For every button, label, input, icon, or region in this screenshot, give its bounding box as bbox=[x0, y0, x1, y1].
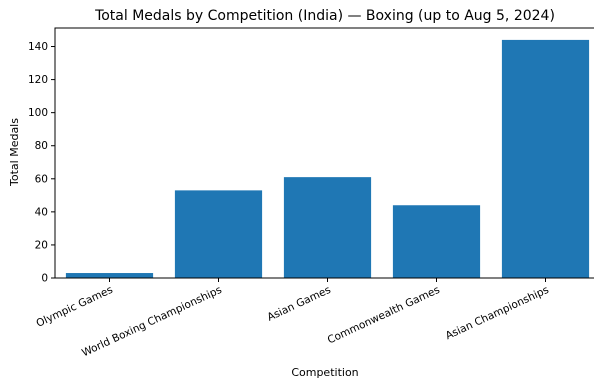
y-tick-label: 120 bbox=[28, 74, 48, 86]
bar bbox=[501, 39, 590, 279]
x-axis-label: Competition bbox=[291, 366, 358, 379]
bars-group bbox=[65, 39, 590, 279]
y-tick-label: 80 bbox=[35, 140, 48, 152]
plot-frame bbox=[54, 27, 594, 279]
y-tick-label: 100 bbox=[28, 107, 48, 119]
bar bbox=[283, 177, 372, 278]
chart-title: Total Medals by Competition (India) — Bo… bbox=[94, 8, 555, 24]
bar bbox=[174, 190, 263, 278]
y-tick-label: 40 bbox=[35, 206, 48, 218]
x-tick-label: Commonwealth Games bbox=[326, 284, 442, 347]
x-tick-label: Olympic Games bbox=[34, 284, 114, 330]
x-tick-label: Asian Games bbox=[265, 284, 332, 324]
y-tick-label: 20 bbox=[35, 239, 48, 251]
x-tick-label: Asian Championships bbox=[444, 284, 551, 342]
y-axis-label: Total Medals bbox=[8, 118, 21, 187]
y-axis: 0 20 40 60 80 100 120 140 bbox=[28, 41, 55, 285]
bar bbox=[392, 205, 481, 278]
y-tick-label: 0 bbox=[41, 273, 48, 285]
y-tick-label: 60 bbox=[35, 173, 48, 185]
bar bbox=[65, 273, 154, 278]
y-tick-label: 140 bbox=[28, 41, 48, 53]
